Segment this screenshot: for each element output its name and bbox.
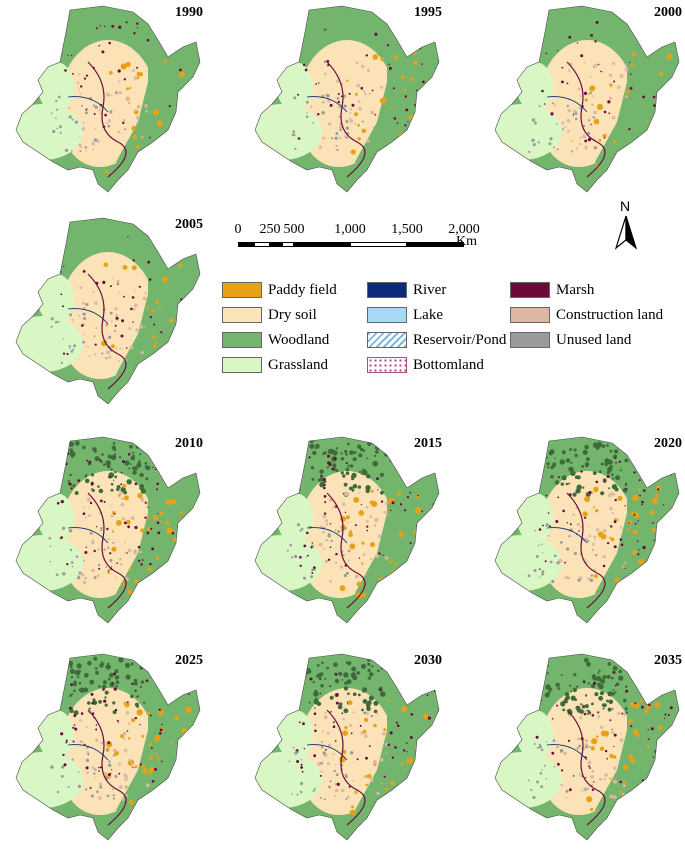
legend-item-river: River [367,280,446,300]
legend-item-lake: Lake [367,305,443,325]
legend-item-construction: Construction land [510,305,663,325]
north-label: N [620,198,631,214]
legend-label: Lake [413,306,443,323]
legend-swatch [510,282,550,298]
legend-label: Unused land [556,331,632,348]
land-use-map-1990: 1990 [8,2,233,202]
map-year-label: 2030 [414,653,442,668]
map-year-label: 2035 [654,653,682,668]
legend-label: Grassland [268,356,328,373]
scale-label: 2,000 [448,222,480,237]
scale-label: 500 [283,222,305,237]
legend-label: Reservoir/Pond [413,331,507,348]
legend-item-grassland: Grassland [222,355,328,375]
scale-bar: 0 250 500 1,000 1,500 2,000 Km [230,222,490,254]
north-arrow-icon: N [612,198,640,254]
land-use-map-2010: 2010 [8,433,233,633]
legend-label: River [413,281,447,298]
scale-label: 250 [259,222,281,237]
legend-label: Paddy field [268,281,337,298]
land-use-map-2035: 2035 [487,650,685,850]
legend-swatch [367,307,407,323]
scale-segment [294,242,350,247]
map-year-label: 1990 [175,5,203,20]
legend-label: Marsh [556,281,595,298]
map-year-label: 1995 [414,5,442,20]
legend-item-reservoir: Reservoir/Pond [367,330,506,350]
land-use-map-2000: 2000 [487,2,685,202]
legend-item-marsh: Marsh [510,280,594,300]
scale-segment [270,242,282,247]
legend-item-dry: Dry soil [222,305,317,325]
legend-item-woodland: Woodland [222,330,329,350]
map-year-label: 2015 [414,436,442,451]
legend-swatch [222,332,262,348]
map-year-label: 2000 [654,5,682,20]
legend-item-bottomland: Bottomland [367,355,484,375]
legend-swatch [222,307,262,323]
legend-label: Dry soil [268,306,317,323]
scale-segment [282,242,294,247]
map-year-label: 2010 [175,436,203,451]
scale-segment [350,242,407,247]
legend: Paddy field Dry soil Woodland Grassland Rive… [222,280,682,380]
legend-swatch [367,357,407,373]
legend-item-unused: Unused land [510,330,631,350]
legend-label: Construction land [556,306,664,323]
scale-segment [254,242,270,247]
scale-label: 1,500 [391,222,423,237]
map-year-label: 2005 [175,217,203,232]
land-use-map-2025: 2025 [8,650,233,850]
land-use-map-2030: 2030 [247,650,472,850]
scale-segment [407,242,464,247]
land-use-map-2015: 2015 [247,433,472,633]
legend-swatch [222,357,262,373]
legend-swatch [367,282,407,298]
land-use-map-1995: 1995 [247,2,472,202]
legend-swatch [510,307,550,323]
scale-label: 0 [234,222,242,237]
legend-swatch [367,332,407,348]
legend-label: Woodland [268,331,330,348]
map-year-label: 2025 [175,653,203,668]
map-year-label: 2020 [654,436,682,451]
legend-swatch [510,332,550,348]
legend-swatch [222,282,262,298]
scale-label: 1,000 [334,222,366,237]
land-use-map-2020: 2020 [487,433,685,633]
land-use-map-2005: 2005 [8,214,233,414]
legend-label: Bottomland [413,356,484,373]
scale-segment [238,242,254,247]
legend-item-paddy: Paddy field [222,280,337,300]
